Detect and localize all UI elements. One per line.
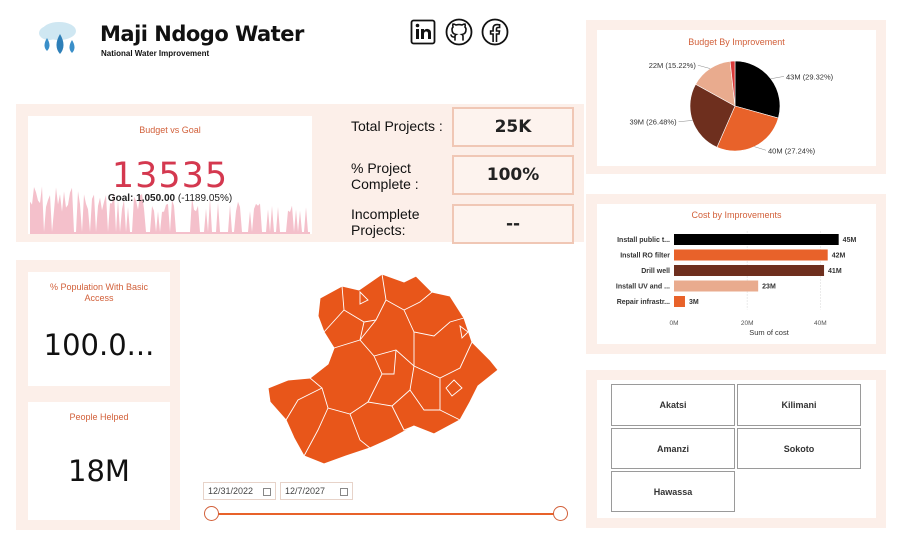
cost-bar[interactable] <box>674 280 759 292</box>
pie-leader-line <box>754 146 767 151</box>
goal-label: Goal: <box>107 193 134 204</box>
incomplete-label-line2: Projects: <box>351 222 406 238</box>
total-projects-value: 25K <box>452 107 574 147</box>
people-helped-title: People Helped <box>69 412 129 422</box>
pct-complete-label: % Project Complete : <box>351 160 419 192</box>
bar-value-label: 3M <box>689 299 699 306</box>
goal-value: 1,050.00 <box>136 193 176 204</box>
population-title-line2: Access <box>84 293 114 303</box>
population-title: % Population With Basic Access <box>28 282 170 304</box>
start-date-input[interactable]: 12/31/2022 <box>203 482 276 500</box>
slicer-item-sokoto[interactable]: Sokoto <box>737 428 861 469</box>
bar-value-label: 45M <box>843 237 857 244</box>
end-date-input[interactable]: 12/7/2027 <box>280 482 353 500</box>
goal-delta: (-1189.05%) <box>177 193 233 204</box>
pie-leader-line <box>678 120 693 122</box>
y-category-label: Install RO filter <box>620 253 670 260</box>
cost-bar[interactable] <box>674 296 685 307</box>
y-category-label: Install UV and ... <box>616 284 670 291</box>
pie-leader-line <box>697 64 711 69</box>
cost-bar-card: Cost by Improvements 0M 20M 40M Install publ… <box>597 204 876 344</box>
sparkline-area <box>30 186 310 234</box>
linkedin-icon[interactable] <box>410 19 436 45</box>
date-slider-track[interactable] <box>211 513 561 515</box>
bar-value-label: 41M <box>828 268 842 275</box>
people-helped-card: People Helped 18M <box>28 402 170 520</box>
cost-bar-chart: Cost by Improvements 0M 20M 40M Install publ… <box>616 210 857 337</box>
start-date-value: 12/31/2022 <box>208 486 254 496</box>
app-title: Maji Ndogo Water <box>100 22 304 46</box>
incomplete-label-line1: Incomplete <box>351 206 420 222</box>
pie-data-label: 22M (15.22%) <box>649 61 697 70</box>
pie-title: Budget By Improvement <box>688 37 785 47</box>
bar-value-label: 42M <box>832 253 846 260</box>
pie-data-label: 40M (27.24%) <box>768 146 816 155</box>
facebook-icon[interactable] <box>481 18 509 46</box>
x-axis-label: Sum of cost <box>749 328 790 337</box>
logo-water-drops-icon <box>32 18 84 62</box>
calendar-icon[interactable] <box>340 488 348 496</box>
population-card: % Population With Basic Access 100.0... <box>28 272 170 386</box>
incomplete-label: Incomplete Projects: <box>351 206 419 238</box>
bar-chart-title: Cost by Improvements <box>691 210 782 220</box>
pie-data-label: 39M (26.48%) <box>629 118 677 127</box>
budget-pie-card: Budget By Improvement 43M (29.32%) 40M (2… <box>597 30 876 166</box>
cost-bar[interactable] <box>674 249 828 261</box>
region-map[interactable] <box>264 270 504 470</box>
pie-slice[interactable] <box>729 60 736 107</box>
cost-bar[interactable] <box>674 265 825 276</box>
pct-complete-label-line1: % Project <box>351 160 411 176</box>
budget-sparkline <box>30 186 310 234</box>
budget-pie-chart: 43M (29.32%) 40M (27.24%) 39M (26.48%) 22M … <box>629 60 834 155</box>
end-date-value: 12/7/2027 <box>285 486 326 496</box>
x-tick-label: 40M <box>814 320 827 327</box>
y-category-label: Drill well <box>641 268 670 275</box>
y-category-label: Install public t... <box>617 237 670 244</box>
date-slider-start-handle[interactable] <box>204 506 219 521</box>
incomplete-value: -- <box>452 204 574 244</box>
slicer-item-akatsi[interactable]: Akatsi <box>611 384 735 426</box>
x-tick-label: 20M <box>741 320 754 327</box>
budget-vs-goal-title: Budget vs Goal <box>139 125 201 135</box>
github-icon[interactable] <box>445 18 473 46</box>
pie-slice[interactable] <box>734 60 781 119</box>
population-title-line1: % Population With Basic <box>49 282 149 292</box>
budget-value: 13535 <box>111 156 229 196</box>
cost-bar[interactable] <box>674 234 839 245</box>
pie-data-label: 43M (29.32%) <box>786 72 834 81</box>
pct-complete-value: 100% <box>452 155 574 195</box>
slicer-item-hawassa[interactable]: Hawassa <box>611 471 735 512</box>
budget-vs-goal-card: Budget vs Goal 13535 Goal: 1,050.00 (-11… <box>28 116 312 234</box>
calendar-icon[interactable] <box>263 488 271 496</box>
total-projects-label: Total Projects : <box>351 118 443 134</box>
people-helped-value: 18M <box>68 454 130 488</box>
pie-slice[interactable] <box>716 105 779 152</box>
slicer-item-amanzi[interactable]: Amanzi <box>611 428 735 469</box>
slicer-item-kilimani[interactable]: Kilimani <box>737 384 861 426</box>
population-value: 100.0... <box>43 328 155 362</box>
date-slider-end-handle[interactable] <box>553 506 568 521</box>
pct-complete-label-line2: Complete : <box>351 176 419 192</box>
pie-leader-line <box>770 76 785 80</box>
app-subtitle: National Water Improvement <box>101 49 210 58</box>
bar-value-label: 23M <box>762 284 776 291</box>
y-category-label: Repair infrastr... <box>617 299 670 306</box>
goal-line: Goal: 1,050.00 (-1189.05%) <box>28 193 312 204</box>
x-tick-label: 0M <box>669 320 678 327</box>
